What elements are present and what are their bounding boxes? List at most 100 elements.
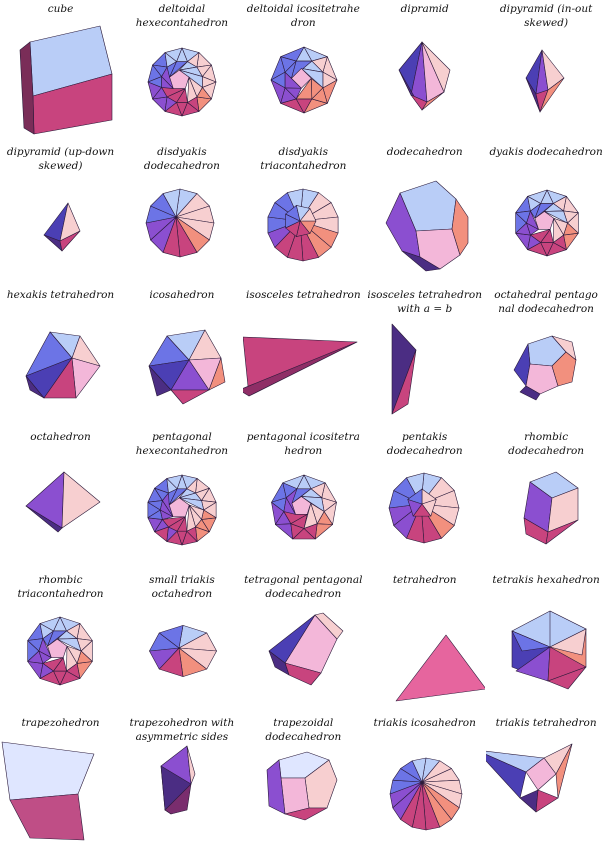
polyhedron-cell: pentagonal hexecontahedron [121, 428, 242, 570]
polyhedron-label: disdyakis triacontahedron [260, 145, 347, 172]
polyhedron-cell: dipyramid (in-out skewed) [486, 0, 607, 142]
triakis-tetrahedron-icon [485, 743, 572, 813]
face [395, 634, 486, 702]
pentakis-dodecahedron-icon [388, 473, 460, 544]
polyhedron-label: dyakis dodecahedron [489, 145, 603, 158]
face [415, 228, 461, 270]
face [186, 505, 197, 532]
polyhedron-cell: tetrahedron [364, 571, 486, 713]
polyhedron-label: triakis icosahedron [373, 717, 476, 729]
trapezohedron-asymmetric-icon [161, 745, 196, 815]
dodecahedron-icon [385, 180, 469, 272]
polyhedron-label: dodecahedron [386, 145, 463, 158]
polyhedron-cell: rhombic triacontahedron [0, 571, 121, 713]
cube-icon [19, 25, 113, 135]
polyhedron-cell: deltoidal icositetrahe dron [243, 0, 364, 142]
face [295, 78, 312, 100]
isosceles-tetrahedron-icon [242, 336, 358, 396]
dipyramid-in-out-skewed-icon [525, 49, 564, 113]
face [284, 807, 328, 821]
tetrakis-hexahedron-icon [511, 610, 586, 690]
face [534, 210, 554, 230]
face [525, 363, 558, 394]
face [551, 351, 576, 386]
polyhedron-cell: deltoidal hexecontahedron [121, 0, 242, 142]
polyhedron-cell: disdyakis dodecahedron [121, 143, 242, 285]
polyhedron-cell: octahedron [0, 428, 121, 570]
face [519, 385, 540, 400]
face [196, 52, 213, 68]
polyhedron-cell: trapezohedron with asymmetric sides [121, 714, 242, 856]
polyhedron-label: octahedron [30, 431, 91, 444]
polyhedron-cell: cube [0, 0, 121, 142]
face [159, 625, 184, 649]
disdyakis-triacontahedron-icon [267, 188, 339, 262]
face [169, 69, 190, 89]
polyhedron-cell: triakis tetrahedron [485, 714, 607, 856]
polyhedron-label: octahedral pentago nal dodecahedron [494, 288, 598, 315]
face [543, 210, 568, 224]
face [66, 646, 78, 672]
polyhedron-label: tetrakis hexahedron [492, 574, 600, 587]
face [545, 520, 578, 545]
face [1, 741, 95, 801]
polyhedron-label: trapezoidal dodecahedron [265, 717, 342, 743]
polyhedron-cell: disdyakis triacontahedron [243, 143, 364, 285]
face [169, 61, 189, 78]
face [268, 650, 290, 676]
polyhedron-label: rhombic triacontahedron [17, 574, 104, 601]
face [209, 357, 226, 390]
polyhedron-label: small triakis octahedron [149, 574, 215, 601]
face [25, 506, 63, 533]
polyhedron-cell: trapezoidal dodecahedron [243, 714, 364, 856]
polyhedron-cell: rhombic dodecahedron [486, 428, 607, 570]
tetragonal-pentagonal-dodecahedron-icon [268, 612, 344, 686]
polyhedron-label: disdyakis dodecahedron [143, 145, 220, 172]
trapezoidal-dodecahedron-icon [266, 751, 338, 821]
polyhedron-cell: tetrakis hexahedron [486, 571, 607, 713]
polyhedron-cell: dodecahedron [364, 143, 485, 285]
face [549, 628, 586, 656]
polyhedron-cell: triakis icosahedron [364, 714, 485, 856]
pentagonal-hexecontahedron-icon [147, 475, 217, 546]
face [162, 516, 187, 528]
trapezohedron-icon [1, 741, 95, 841]
polyhedron-label: tetragonal pentagonal dodecahedron [244, 574, 363, 601]
face [187, 76, 198, 103]
face [43, 357, 77, 398]
icosahedron-icon [149, 329, 226, 404]
face [61, 472, 101, 529]
dyakis-dodecahedron-icon [514, 189, 579, 257]
dipyramid-icon [398, 41, 451, 111]
polyhedron-label: trapezohedron [21, 717, 100, 729]
polyhedron-label: hexakis tetrahedron [6, 288, 115, 301]
polyhedron-label: tetrahedron [392, 574, 457, 587]
face [291, 496, 311, 516]
polyhedron-label: dipyramid (up-down skewed) [6, 145, 115, 172]
octahedral-pentagonal-dodecahedron-icon [513, 335, 576, 400]
face [391, 349, 417, 414]
face [519, 789, 538, 813]
polyhedron-label: rhombic dodecahedron [508, 431, 585, 458]
isosceles-tetrahedron-a-b-icon [391, 323, 417, 414]
face [9, 793, 85, 841]
face [179, 497, 205, 511]
dipyramid-up-down-skewed-icon [43, 202, 81, 252]
octahedron-icon [25, 472, 101, 533]
face [242, 341, 358, 396]
tetrahedron-icon [395, 634, 486, 702]
pentagonal-icositetrahedron-icon [270, 475, 337, 540]
face [529, 228, 551, 243]
face [485, 754, 526, 799]
rhombic-dodecahedron-icon [523, 472, 578, 545]
face [451, 198, 469, 256]
polyhedron-cell: octahedral pentago nal dodecahedron [486, 286, 607, 428]
face [299, 207, 317, 222]
face [169, 488, 188, 506]
face [300, 68, 323, 89]
face [421, 91, 445, 111]
polyhedron-cell: hexakis tetrahedron [0, 286, 121, 428]
deltoidal-hexecontahedron-icon [148, 47, 217, 117]
face [47, 638, 68, 659]
face [511, 630, 550, 652]
